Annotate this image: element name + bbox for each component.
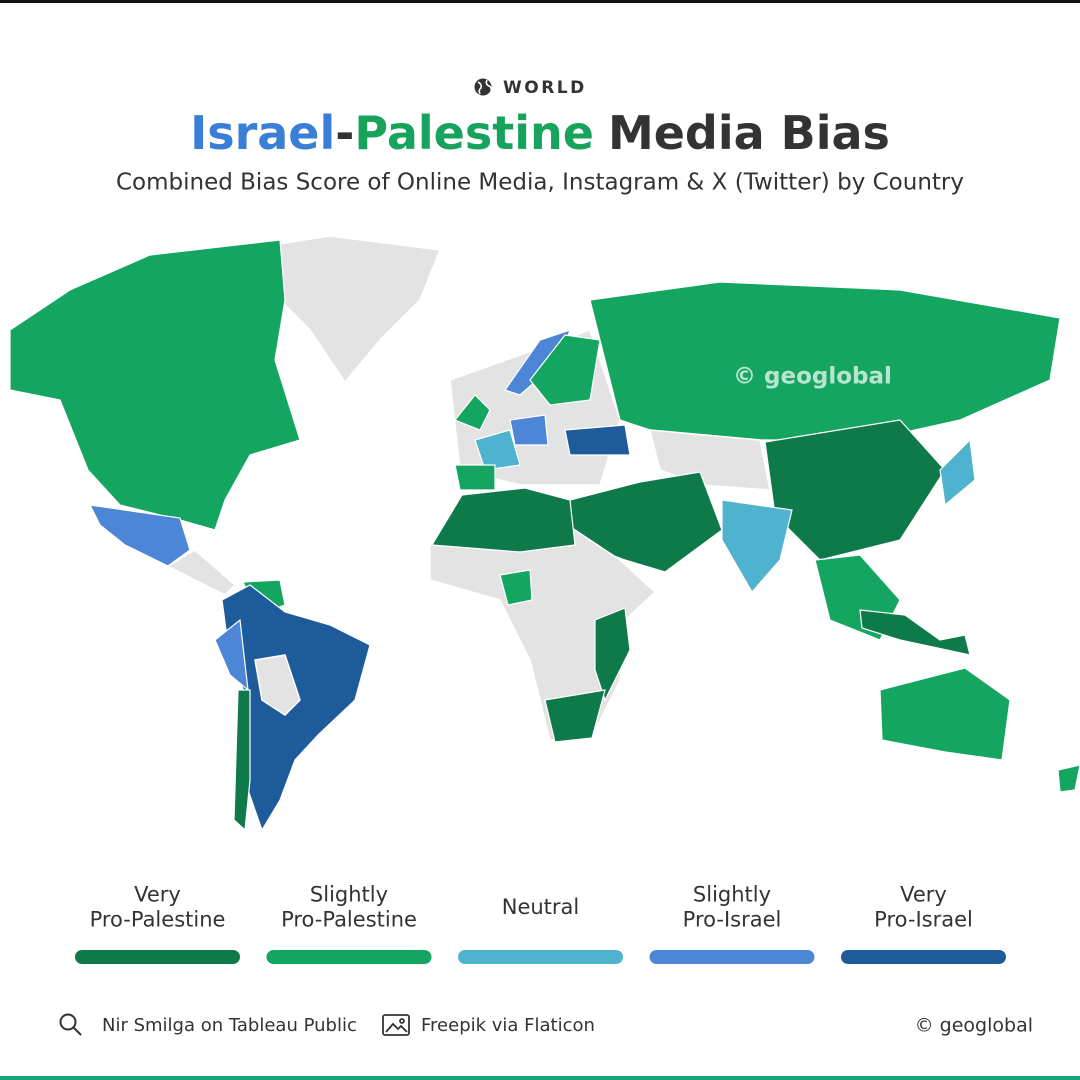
image-icon xyxy=(382,1014,410,1036)
sweden-finland xyxy=(529,334,601,406)
uk-ireland xyxy=(454,394,491,431)
legend-label: Very xyxy=(134,883,181,907)
france xyxy=(474,429,521,471)
indonesia xyxy=(859,609,971,656)
north-africa xyxy=(430,487,576,553)
title: Israel-Palestine Media Bias xyxy=(190,106,890,160)
legend-label: Very xyxy=(900,883,947,907)
australia xyxy=(879,667,1011,761)
bolivia-paraguay xyxy=(254,654,301,716)
legend-label: Pro-Israel xyxy=(874,908,973,932)
spain xyxy=(454,464,496,491)
ukraine xyxy=(564,424,631,456)
title-palestine: Palestine xyxy=(354,106,594,160)
legend-label: Slightly xyxy=(310,883,388,907)
search-icon xyxy=(59,1013,82,1036)
legend-label: Pro-Palestine xyxy=(281,908,417,932)
legend: VeryPro-PalestineSlightlyPro-PalestineNe… xyxy=(75,883,1006,964)
africa xyxy=(429,519,657,741)
germany xyxy=(509,414,549,446)
north-america xyxy=(9,239,301,531)
legend-swatch xyxy=(841,950,1006,964)
title-rest: Media Bias xyxy=(608,106,890,160)
copyright: © geoglobal xyxy=(915,1015,1033,1037)
legend-swatch xyxy=(75,950,240,964)
legend-swatch xyxy=(458,950,623,964)
watermark: © geoglobal xyxy=(733,364,892,390)
title-israel: Israel xyxy=(190,106,335,160)
legend-label: Neutral xyxy=(502,895,580,919)
legend-label: Slightly xyxy=(693,883,771,907)
icon-credit: Freepik via Flaticon xyxy=(421,1015,595,1036)
subtitle: Combined Bias Score of Online Media, Ins… xyxy=(116,170,964,196)
globe-icon xyxy=(474,78,493,96)
china xyxy=(764,419,946,561)
legend-label: Pro-Palestine xyxy=(90,908,226,932)
kicker: WORLD xyxy=(503,78,587,98)
russia xyxy=(589,281,1061,441)
new-zealand xyxy=(1057,764,1080,793)
top-border xyxy=(0,0,1080,3)
source: Nir Smilga on Tableau Public xyxy=(102,1015,357,1036)
world-map: © geoglobal xyxy=(9,235,1080,832)
japan xyxy=(939,438,976,507)
south-africa xyxy=(544,689,606,743)
east-africa xyxy=(594,607,631,702)
legend-swatch xyxy=(649,950,815,964)
legend-label: Pro-Israel xyxy=(683,908,782,932)
chile xyxy=(233,689,251,832)
india xyxy=(721,499,793,594)
title-dash: - xyxy=(335,106,354,160)
central-america xyxy=(166,549,237,596)
legend-swatch xyxy=(266,950,432,964)
bottom-border xyxy=(0,1076,1080,1080)
nigeria xyxy=(499,569,533,606)
